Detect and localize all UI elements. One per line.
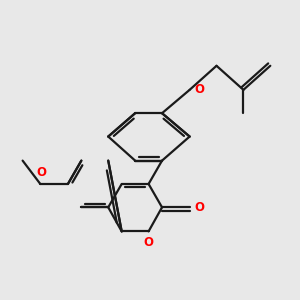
Text: O: O xyxy=(194,83,204,96)
Text: O: O xyxy=(194,201,204,214)
Text: O: O xyxy=(36,166,46,179)
Text: O: O xyxy=(144,236,154,249)
